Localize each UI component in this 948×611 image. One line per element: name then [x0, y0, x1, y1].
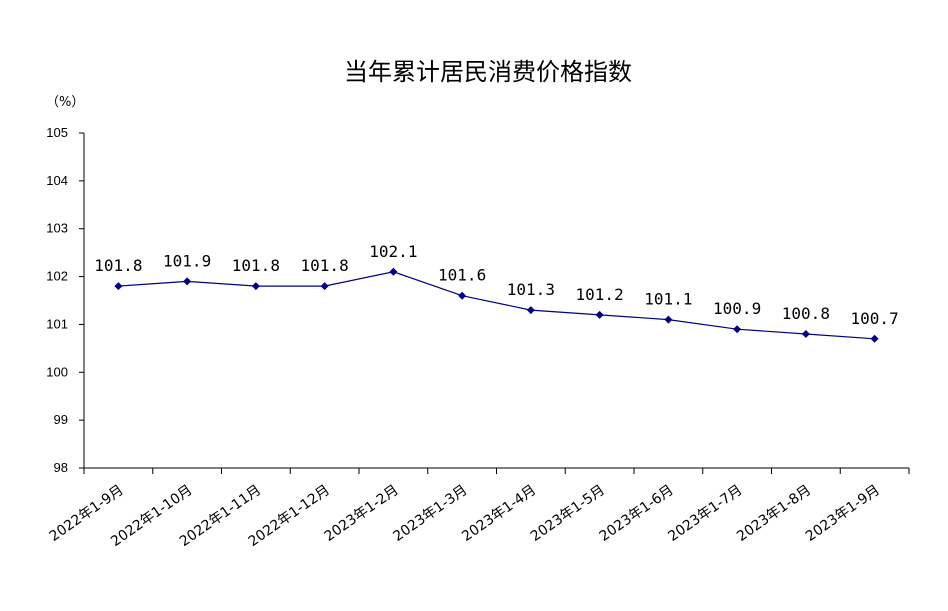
- data-point: [251, 282, 260, 291]
- y-axis-unit-label: （%）: [46, 95, 84, 110]
- y-tick-label: 101: [46, 316, 68, 331]
- data-label: 101.8: [232, 256, 280, 275]
- data-point: [114, 282, 123, 291]
- chart-title: 当年累计居民消费价格指数: [344, 58, 632, 86]
- data-label: 101.6: [438, 266, 486, 285]
- data-label: 100.9: [713, 299, 761, 318]
- x-tick-label: 2023年1-9月: [803, 482, 883, 545]
- data-label: 102.1: [369, 242, 417, 261]
- y-tick-label: 103: [46, 221, 68, 236]
- series-line: [118, 271, 875, 340]
- y-tick-label: 102: [46, 269, 68, 284]
- data-label: 101.1: [644, 290, 692, 309]
- data-point: [870, 334, 879, 343]
- y-tick-label: 100: [46, 364, 68, 379]
- data-point: [183, 277, 192, 286]
- data-markers: [114, 267, 879, 343]
- data-label: 100.7: [851, 309, 899, 328]
- data-point: [320, 282, 329, 291]
- x-tick-label: 2023年1-5月: [528, 482, 608, 545]
- y-tick-label: 99: [54, 412, 68, 427]
- x-tick-label: 2023年1-7月: [665, 482, 745, 545]
- x-tick-label: 2023年1-3月: [390, 482, 470, 545]
- x-tick-label: 2023年1-8月: [734, 482, 814, 545]
- data-label: 101.3: [507, 280, 555, 299]
- data-point: [526, 306, 535, 315]
- data-point: [389, 267, 398, 276]
- y-tick-label: 105: [46, 125, 68, 140]
- x-axis-ticks: 2022年1-9月2022年1-10月2022年1-11月2022年1-12月2…: [47, 468, 910, 550]
- data-label: 101.9: [163, 251, 211, 270]
- data-label: 101.8: [94, 256, 142, 275]
- x-tick-label: 2023年1-2月: [322, 482, 402, 545]
- y-axis-ticks: 98 99 100 101 102 103 104 105: [46, 125, 84, 475]
- y-tick-label: 98: [54, 460, 68, 475]
- axes: [83, 133, 909, 469]
- x-tick-label: 2023年1-6月: [597, 482, 677, 545]
- y-tick-label: 104: [46, 173, 68, 188]
- data-point: [664, 315, 673, 324]
- data-label: 100.8: [782, 304, 830, 323]
- data-point: [733, 325, 742, 334]
- data-point: [801, 330, 810, 338]
- data-label: 101.8: [301, 256, 349, 275]
- data-point: [458, 291, 467, 300]
- x-tick-label: 2023年1-4月: [459, 482, 539, 545]
- data-labels: 101.8 101.9 101.8 101.8 102.1 101.6 101.3 101.2…: [94, 242, 898, 328]
- data-label: 101.2: [576, 285, 624, 304]
- data-point: [595, 310, 604, 319]
